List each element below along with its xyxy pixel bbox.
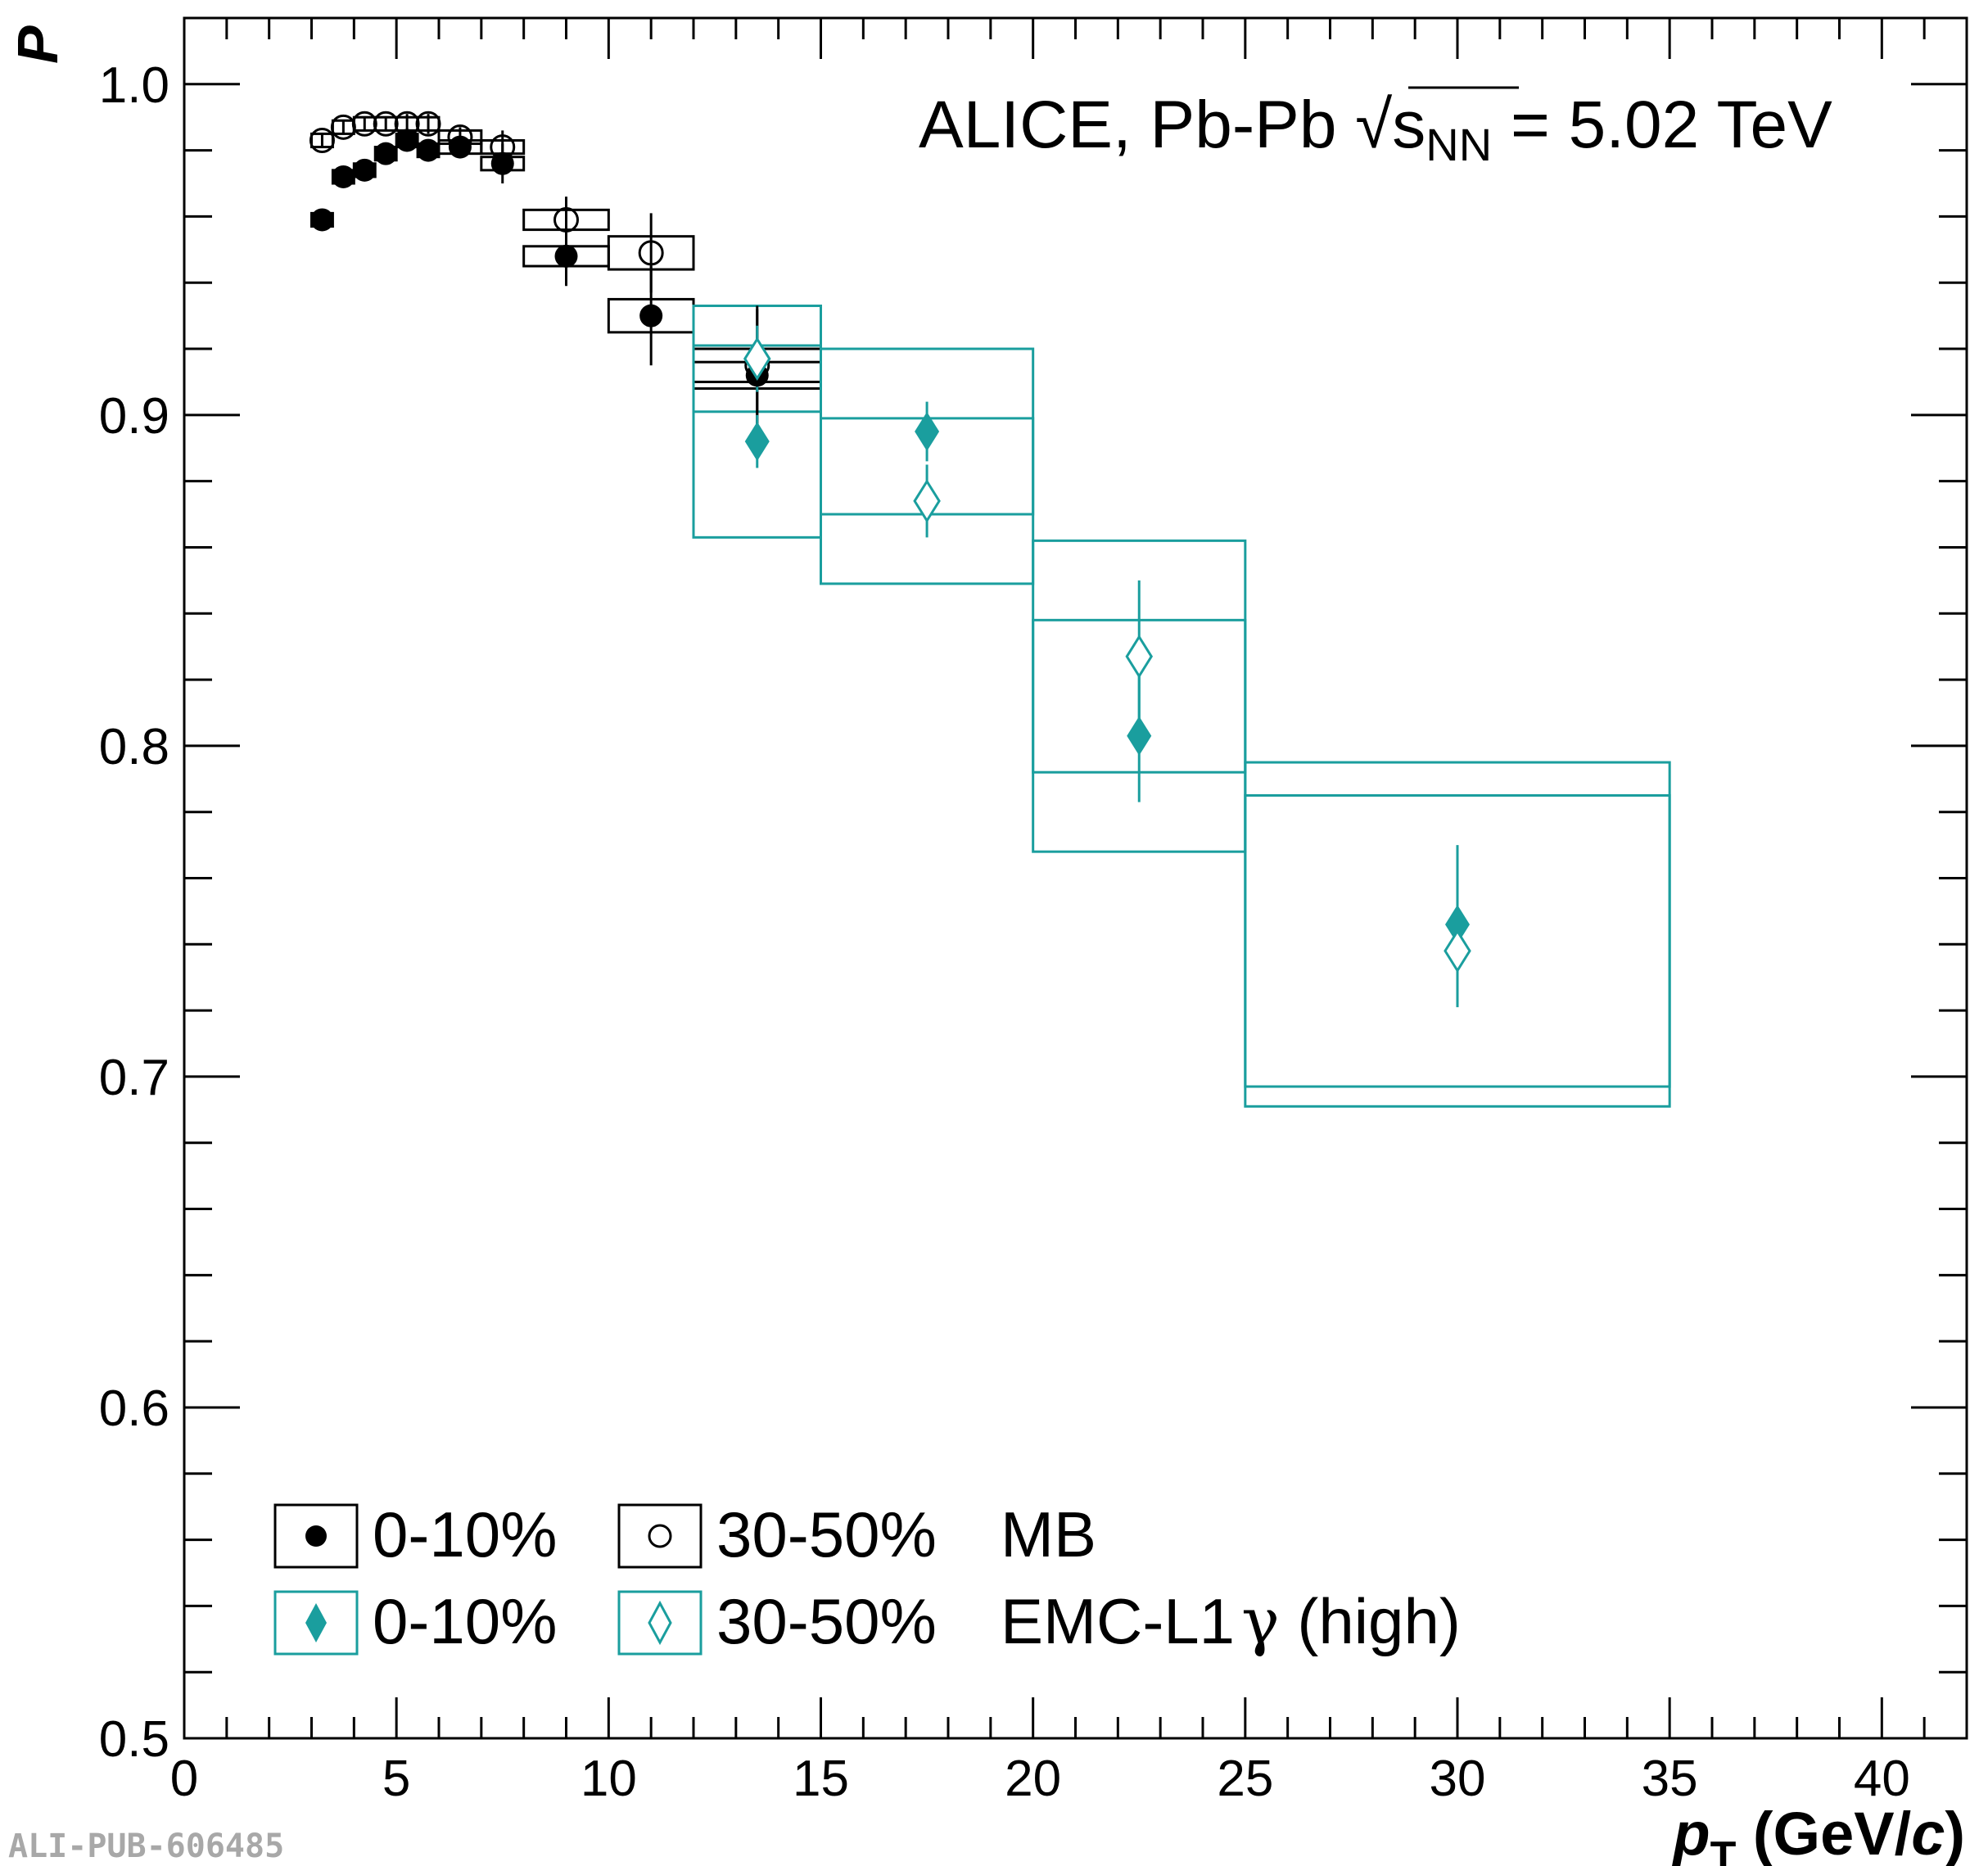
- point-0-10-mb: [639, 304, 663, 328]
- legend-label-mb-010: 0-10%: [373, 1498, 557, 1570]
- legend: 0-10% 30-50% MB 0-10% 30-50% EMC-L1 γ (hi…: [273, 1498, 1461, 1659]
- point-0-10-emc-l1-high-: [744, 422, 770, 462]
- legend-box-emc-3050: [617, 1590, 703, 1656]
- point-0-10-mb: [332, 165, 355, 188]
- legend-tag-emc-rest: (high): [1280, 1585, 1461, 1657]
- point-0-10-mb: [374, 142, 398, 165]
- legend-label-emc-010: 0-10%: [373, 1585, 557, 1657]
- x-axis-title: pT (GeV/c): [1671, 1800, 1965, 1866]
- point-0-10-mb: [310, 208, 334, 232]
- annotation-s: s: [1392, 88, 1425, 162]
- x-title-unit-close: ): [1945, 1800, 1965, 1866]
- legend-tag-emc-gamma: γ: [1241, 1585, 1280, 1659]
- watermark: ALI-PUB-606485: [8, 1828, 284, 1865]
- y-tick-label: 0.5: [99, 1711, 169, 1768]
- x-title-c: c: [1911, 1800, 1945, 1866]
- legend-marker-open-diamond: [648, 1600, 672, 1646]
- annotation-suffix: = 5.02 TeV: [1492, 88, 1832, 162]
- legend-label-emc-3050: 30-50%: [716, 1585, 937, 1657]
- legend-box-emc-010: [273, 1590, 359, 1656]
- y-tick-label: 1.0: [99, 57, 169, 114]
- point-30-50-emc-l1-high-: [1444, 928, 1471, 974]
- point-30-50-emc-l1-high-: [743, 337, 771, 381]
- x-title-sub: T: [1710, 1833, 1737, 1866]
- point-30-50-mb: [394, 111, 420, 137]
- annotation-sub: NN: [1425, 119, 1492, 170]
- y-tick-label: 0.6: [99, 1380, 169, 1437]
- x-tick-label: 35: [1642, 1751, 1698, 1807]
- legend-tag-emc: EMC-L1 γ (high): [1001, 1585, 1461, 1659]
- legend-marker-filled-diamond: [305, 1603, 327, 1642]
- point-30-50-mb: [553, 206, 579, 233]
- y-tick-label: 0.9: [99, 388, 169, 445]
- x-tick-label: 15: [793, 1751, 849, 1807]
- point-0-10-emc-l1-high-: [1127, 716, 1152, 756]
- x-tick-label: 0: [170, 1751, 198, 1807]
- point-30-50-mb: [415, 111, 441, 137]
- point-0-10-emc-l1-high-: [1445, 905, 1470, 945]
- point-30-50-emc-l1-high-: [1125, 634, 1154, 679]
- legend-tag-mb: MB: [1001, 1498, 1096, 1570]
- point-30-50-mb: [638, 240, 664, 266]
- collision-annotation: ALICE, Pb-Pb √sNN = 5.02 TeV: [919, 88, 1832, 170]
- y-tick-label: 0.8: [99, 719, 169, 775]
- point-30-50-mb: [330, 114, 356, 140]
- legend-marker-filled-circle: [305, 1525, 327, 1547]
- point-0-10-mb: [417, 138, 441, 162]
- legend-tag-emc-text: EMC-L1: [1001, 1585, 1235, 1657]
- x-tick-label: 25: [1217, 1751, 1273, 1807]
- point-0-10-mb: [554, 244, 578, 268]
- point-0-10-mb: [448, 135, 472, 159]
- point-30-50-mb: [373, 111, 399, 137]
- x-title-p: p: [1671, 1800, 1710, 1866]
- x-tick-label: 40: [1854, 1751, 1910, 1807]
- legend-marker-open-circle: [648, 1524, 672, 1548]
- point-0-10-emc-l1-high-: [915, 412, 940, 452]
- point-0-10-mb: [353, 158, 377, 182]
- y-tick-label: 0.7: [99, 1050, 169, 1106]
- legend-box-mb-3050: [617, 1503, 703, 1569]
- error-bars: [320, 114, 1459, 1008]
- x-tick-label: 5: [382, 1751, 410, 1807]
- annotation-sqrt: √: [1355, 88, 1392, 162]
- point-30-50-mb: [447, 124, 473, 150]
- point-30-50-emc-l1-high-: [913, 479, 941, 523]
- annotation-prefix: ALICE, Pb-Pb: [919, 88, 1355, 162]
- axes: 0 5 10 15 20 25 30 35 40 0.5 0.6 0.7 0.8 0.9 1.0: [99, 16, 1968, 1807]
- legend-label-mb-3050: 30-50%: [716, 1498, 937, 1570]
- x-tick-label: 20: [1005, 1751, 1061, 1807]
- data-markers: [309, 111, 1471, 974]
- systematic-boxes: [310, 115, 1671, 1108]
- legend-box-mb-010: [273, 1503, 359, 1569]
- point-30-50-mb: [490, 134, 516, 160]
- x-tick-label: 10: [581, 1751, 637, 1807]
- y-axis-title: P: [6, 25, 70, 64]
- point-30-50-mb: [309, 127, 335, 153]
- plot-frame: [183, 16, 1968, 1740]
- sys-box-30-50-emc-l1-high-: [1244, 793, 1671, 1108]
- x-tick-label: 30: [1430, 1751, 1486, 1807]
- point-30-50-mb: [351, 111, 377, 137]
- x-title-unit-open: (GeV/: [1736, 1800, 1911, 1866]
